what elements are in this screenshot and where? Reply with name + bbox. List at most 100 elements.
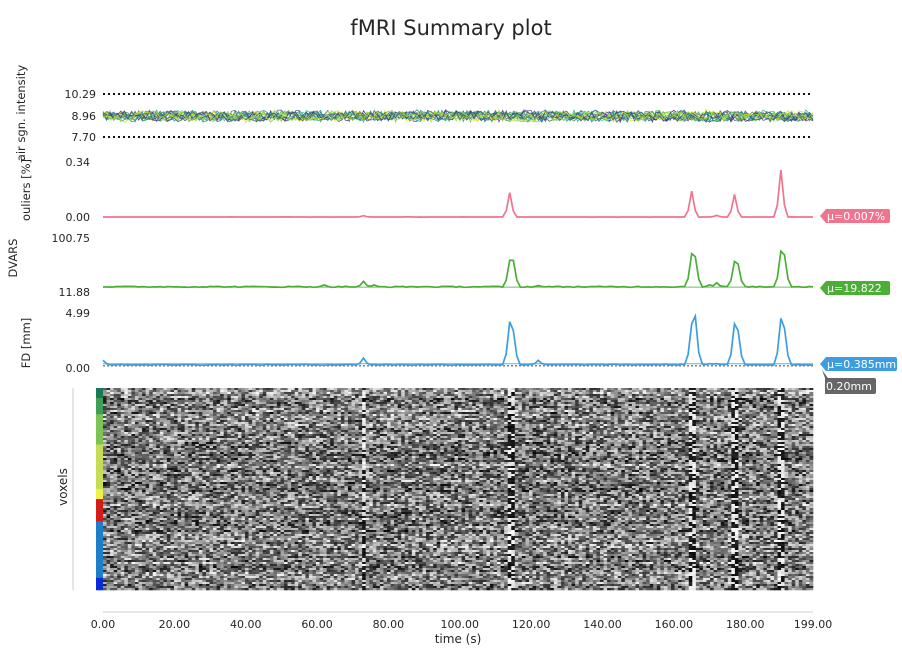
carpet-cell: [540, 420, 544, 422]
carpet-cell: [238, 428, 242, 430]
carpet-cell: [778, 398, 782, 400]
carpet-cell: [667, 418, 671, 420]
carpet-cell: [682, 388, 686, 390]
carpet-cell: [728, 420, 732, 422]
carpet-cell: [167, 432, 171, 434]
carpet-cell: [323, 420, 327, 422]
carpet-cell: [352, 392, 356, 394]
carpet-cell: [469, 392, 473, 394]
carpet-cell: [618, 408, 622, 410]
carpet-cell: [202, 414, 206, 416]
carpet-cell: [714, 418, 718, 420]
carpet-cell: [167, 394, 171, 396]
carpet-cell: [163, 426, 167, 428]
carpet-cell: [103, 388, 107, 390]
carpet-cell: [266, 424, 270, 426]
carpet-cell: [156, 424, 160, 426]
carpet-cell: [334, 428, 338, 430]
carpet-cell: [224, 408, 228, 410]
carpet-cell: [153, 414, 157, 416]
carpet-cell: [621, 426, 625, 428]
carpet-cell: [557, 414, 561, 416]
carpet-cell: [731, 398, 735, 400]
carpet-cell: [554, 410, 558, 412]
carpet-cell: [699, 404, 703, 406]
carpet-cell: [614, 436, 618, 438]
dvars-series-line: [103, 251, 813, 287]
carpet-cell: [735, 414, 739, 416]
carpet-cell: [497, 430, 501, 432]
carpet-cell: [529, 430, 533, 432]
carpet-cell: [380, 420, 384, 422]
carpet-cell: [749, 400, 753, 402]
carpet-cell: [774, 410, 778, 412]
carpet-cell: [114, 422, 118, 424]
carpet-cell: [451, 420, 455, 422]
carpet-cell: [604, 392, 608, 394]
carpet-cell: [135, 434, 139, 436]
carpet-cell: [192, 434, 196, 436]
carpet-cell: [284, 402, 288, 404]
carpet-cell: [117, 392, 121, 394]
carpet-cell: [682, 400, 686, 402]
carpet-cell: [596, 422, 600, 424]
carpet-cell: [415, 410, 419, 412]
carpet-cell: [596, 404, 600, 406]
carpet-cell: [593, 408, 597, 410]
carpet-cell: [472, 406, 476, 408]
carpet-cell: [273, 408, 277, 410]
carpet-cell: [298, 436, 302, 438]
carpet-cell: [490, 402, 494, 404]
carpet-cell: [224, 430, 228, 432]
carpet-cell: [749, 416, 753, 418]
carpet-cell: [366, 432, 370, 434]
carpet-cell: [437, 426, 441, 428]
carpet-cell: [103, 392, 107, 394]
carpet-cell: [731, 430, 735, 432]
carpet-cell: [249, 390, 253, 392]
carpet-cell: [277, 406, 281, 408]
carpet-cell: [110, 402, 114, 404]
carpet-cell: [444, 398, 448, 400]
carpet-cell: [802, 432, 806, 434]
carpet-cell: [696, 408, 700, 410]
carpet-cell: [419, 416, 423, 418]
carpet-cell: [202, 412, 206, 414]
carpet-cell: [611, 436, 615, 438]
carpet-cell: [234, 412, 238, 414]
carpet-cell: [799, 394, 803, 396]
carpet-cell: [124, 404, 128, 406]
carpet-cell: [234, 424, 238, 426]
carpet-cell: [359, 414, 363, 416]
carpet-cell: [533, 412, 537, 414]
carpet-cell: [525, 390, 529, 392]
carpet-cell: [160, 404, 164, 406]
carpet-cell: [131, 400, 135, 402]
carpet-cell: [607, 390, 611, 392]
carpet-cell: [376, 394, 380, 396]
carpet-cell: [575, 426, 579, 428]
carpet-cell: [600, 410, 604, 412]
carpet-cell: [312, 424, 316, 426]
carpet-cell: [547, 426, 551, 428]
carpet-cell: [497, 412, 501, 414]
carpet-cell: [124, 418, 128, 420]
carpet-cell: [156, 426, 160, 428]
carpet-cell: [355, 436, 359, 438]
carpet-cell: [589, 426, 593, 428]
carpet-cell: [295, 394, 299, 396]
carpet-cell: [284, 396, 288, 398]
carpet-cell: [330, 434, 334, 436]
carpet-cell: [352, 412, 356, 414]
carpet-cell: [405, 430, 409, 432]
carpet-cell: [380, 402, 384, 404]
carpet-cell: [508, 390, 512, 392]
carpet-cell: [469, 416, 473, 418]
carpet-cell: [206, 426, 210, 428]
carpet-cell: [160, 436, 164, 438]
carpet-cell: [401, 424, 405, 426]
carpet-cell: [806, 394, 810, 396]
carpet-cell: [792, 392, 796, 394]
carpet-cell: [181, 418, 185, 420]
carpet-cell: [458, 400, 462, 402]
